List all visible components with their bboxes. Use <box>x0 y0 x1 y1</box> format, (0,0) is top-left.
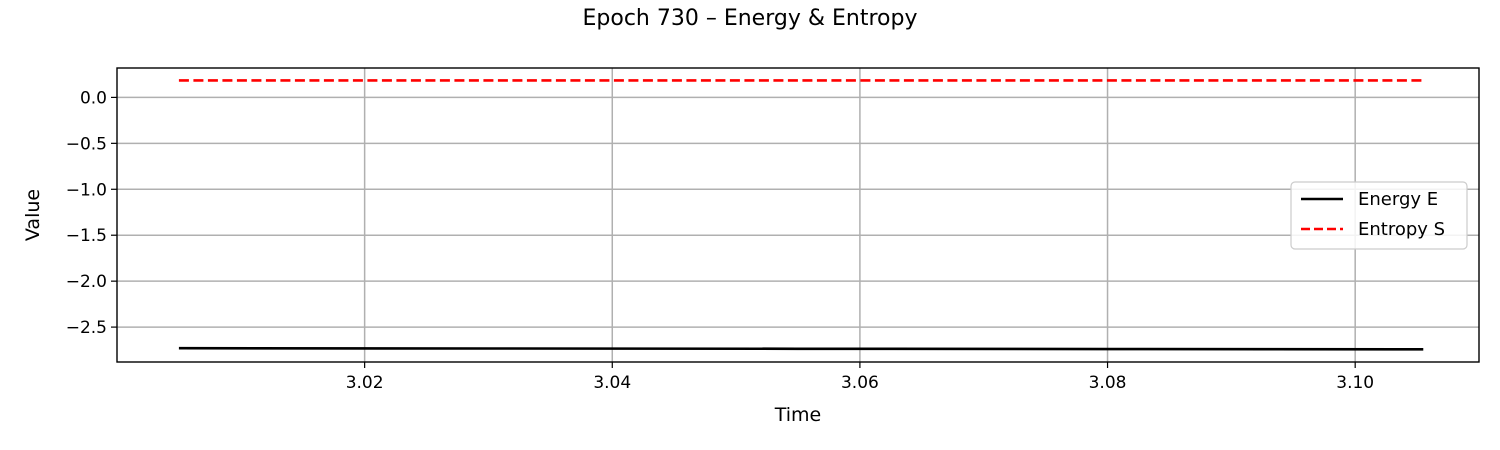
y-axis-label: Value <box>22 189 44 241</box>
plot-frame <box>116 67 1480 363</box>
legend-label: Energy E <box>1358 189 1438 210</box>
legend-label: Entropy S <box>1358 219 1445 240</box>
x-tick-label: 3.02 <box>346 373 384 393</box>
y-tick-label: −2.0 <box>66 272 107 292</box>
x-tick-label: 3.04 <box>593 373 631 393</box>
chart-title: Epoch 730 – Energy & Entropy <box>582 6 918 31</box>
x-tick-label: 3.06 <box>841 373 879 393</box>
y-tick-label: −0.5 <box>66 134 107 154</box>
x-tick-label: 3.10 <box>1336 373 1374 393</box>
y-tick-label: 0.0 <box>80 88 107 108</box>
x-axis-label: Time <box>774 404 822 426</box>
y-tick-label: −2.5 <box>66 318 107 338</box>
y-tick-label: −1.0 <box>66 180 107 200</box>
y-tick-label: −1.5 <box>66 226 107 246</box>
series-line-energy-e <box>178 346 1424 351</box>
x-tick-label: 3.08 <box>1089 373 1127 393</box>
